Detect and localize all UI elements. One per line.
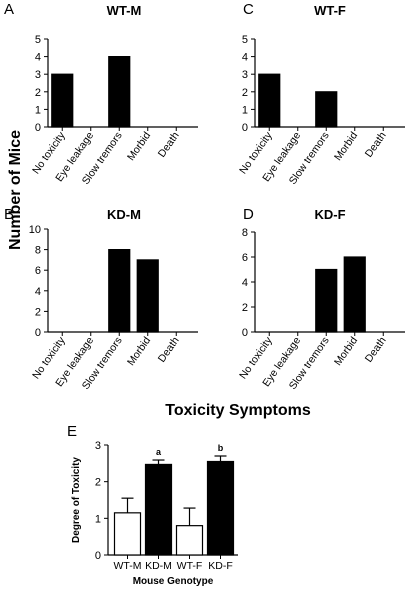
panel-d-y-tick-label: 6 xyxy=(242,252,248,264)
panel-d-title: KD-F xyxy=(314,207,345,222)
panel-d-y-tick-label: 0 xyxy=(242,327,248,339)
panel-b-y-tick-label: 0 xyxy=(35,327,41,339)
panel-d-letter: D xyxy=(243,206,254,223)
panel-e-letter: E xyxy=(67,423,77,440)
panel-c-y-tick-label: 5 xyxy=(242,34,248,46)
panel-c-title: WT-F xyxy=(314,3,346,18)
panel-c-y-tick-label: 2 xyxy=(242,87,248,99)
panel-a-y-tick-label: 5 xyxy=(35,34,41,46)
panel-b-category-label: Death xyxy=(156,335,182,365)
panel-a-y-tick-label: 1 xyxy=(35,104,41,116)
panel-a-category-label: Morbid xyxy=(125,130,153,163)
panel-d-y-tick-label: 4 xyxy=(242,277,248,289)
panel-e-y-tick-label: 0 xyxy=(95,550,101,562)
panel-d-y-tick-label: 8 xyxy=(242,227,248,239)
panel-c-bar xyxy=(315,91,338,128)
panel-e-annotation: a xyxy=(156,447,162,457)
panel-d-y-tick-label: 2 xyxy=(242,302,248,314)
panel-e-y-tick-label: 1 xyxy=(95,513,101,525)
panel-d-category-label: Morbid xyxy=(332,335,360,368)
panel-a-bar xyxy=(108,55,131,128)
panel-e-category-label: KD-M xyxy=(145,560,172,572)
panel-b-bar xyxy=(136,259,159,333)
panel-a-y-tick-label: 2 xyxy=(35,87,41,99)
shared-y-axis-label: Number of Mice xyxy=(7,130,24,250)
panel-e-bar xyxy=(206,460,235,556)
panel-e-bar xyxy=(113,512,142,556)
panel-d-bar xyxy=(343,256,366,333)
panel-c-y-tick-label: 3 xyxy=(242,69,248,81)
panel-a-y-tick-label: 0 xyxy=(35,122,41,134)
panel-e-x-axis-label: Mouse Genotype xyxy=(133,576,214,587)
panel-c-category-label: Morbid xyxy=(332,130,360,163)
panel-e-y-axis-label: Degree of Toxicity xyxy=(71,457,82,543)
panel-a-y-tick-label: 3 xyxy=(35,69,41,81)
panel-b-category-label: Morbid xyxy=(125,335,153,368)
panel-b-y-tick-label: 4 xyxy=(35,286,41,298)
panel-c-category-label: Death xyxy=(363,130,389,160)
panel-a-bar xyxy=(51,73,74,128)
panel-a-title: WT-M xyxy=(107,3,142,18)
panel-e-bar xyxy=(144,463,173,556)
panel-e-annotation: b xyxy=(218,443,224,453)
panel-c-bar xyxy=(258,73,281,128)
panel-a-y-tick-label: 4 xyxy=(35,52,41,64)
panel-b-y-tick-label: 6 xyxy=(35,265,41,277)
shared-x-axis-label: Toxicity Symptoms xyxy=(165,402,311,419)
panel-b-letter: B xyxy=(4,206,14,223)
panel-e-category-label: KD-F xyxy=(208,560,233,572)
panel-d-category-label: Death xyxy=(363,335,389,365)
panel-b-y-tick-label: 10 xyxy=(29,224,41,236)
panel-a-letter: A xyxy=(4,1,14,18)
panel-e-category-label: WT-M xyxy=(114,560,142,572)
panel-b-title: KD-M xyxy=(107,207,141,222)
panel-a-category-label: Death xyxy=(156,130,182,160)
panel-c-y-tick-label: 0 xyxy=(242,122,248,134)
panel-c-y-tick-label: 1 xyxy=(242,104,248,116)
panel-b-bar xyxy=(108,249,131,333)
panel-e-bar xyxy=(175,525,204,556)
panel-d-bar xyxy=(315,268,338,333)
panel-b-y-tick-label: 2 xyxy=(35,306,41,318)
panel-c-y-tick-label: 4 xyxy=(242,52,248,64)
panel-e-y-tick-label: 2 xyxy=(95,477,101,489)
panel-e-y-tick-label: 3 xyxy=(95,440,101,452)
panel-b-y-tick-label: 8 xyxy=(35,245,41,257)
panel-e-category-label: WT-F xyxy=(177,560,203,572)
panel-c-letter: C xyxy=(243,1,254,18)
